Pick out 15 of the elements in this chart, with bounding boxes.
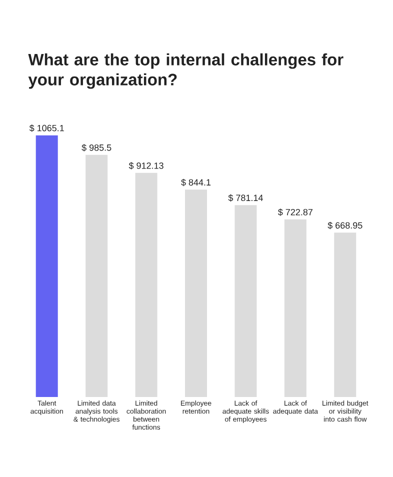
bar: [135, 172, 158, 397]
data-label: $ 781.14: [228, 194, 263, 202]
bar: [184, 190, 207, 397]
bar: [36, 135, 58, 397]
bar: [234, 205, 257, 397]
data-label: $ 844.1: [181, 178, 211, 186]
data-label: $ 912.13: [128, 162, 164, 170]
data-label: $ 668.95: [328, 222, 362, 230]
bar: [334, 232, 356, 397]
bar: [86, 154, 108, 397]
data-label: $ 985.5: [82, 144, 112, 152]
data-label: $ 1065.1: [29, 124, 64, 132]
data-label: $ 722.87: [278, 208, 312, 216]
bar: [284, 219, 306, 397]
chart-title: What are the top internal challenges for your organization?: [28, 53, 344, 89]
